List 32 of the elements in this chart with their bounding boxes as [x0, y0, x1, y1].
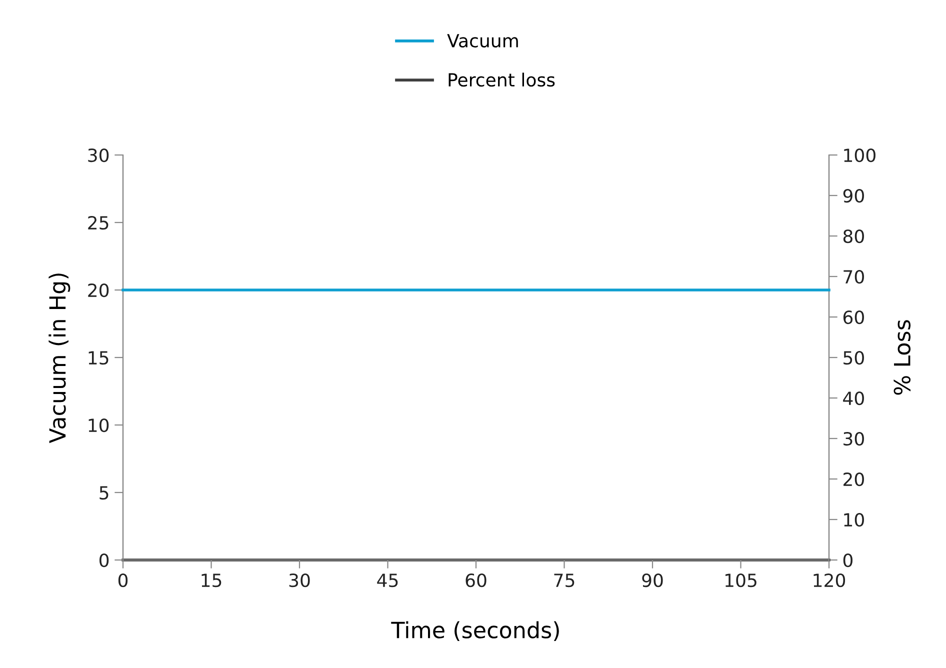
y2-tick-label: 10 — [844, 512, 864, 527]
y2-tick-label: 20 — [844, 472, 864, 486]
y2-tick-label: 60 — [843, 310, 864, 324]
y2-tick-label: 30 — [844, 432, 864, 446]
x-tick-label: 45 — [377, 574, 398, 588]
legend-label: Vacuum — [447, 34, 518, 48]
x-tick-label: 15 — [202, 574, 222, 588]
y2-axis-title: % Loss — [894, 320, 911, 395]
y2-tick-label: 0 — [843, 553, 852, 568]
y2-tick-label: 100 — [844, 148, 876, 162]
x-tick-label: 0 — [118, 574, 128, 588]
x-tick-label: 75 — [554, 574, 574, 588]
x-tick-label: 120 — [814, 574, 846, 588]
y-tick-label: 10 — [88, 418, 109, 432]
y2-tick-label: 80 — [843, 229, 864, 244]
y-tick-label: 5 — [100, 486, 108, 500]
x-tick-label: 105 — [726, 574, 756, 588]
x-tick-label: 30 — [289, 574, 310, 588]
x-tick-label: 60 — [466, 574, 486, 588]
y-tick-label: 25 — [88, 216, 108, 230]
y-axis-title: Vacuum (in Hg) — [48, 274, 70, 444]
y-tick-label: 0 — [100, 553, 109, 568]
y2-tick-label: 50 — [844, 350, 864, 365]
y-tick-label: 15 — [88, 351, 108, 365]
y2-tick-label: 70 — [844, 270, 864, 284]
y2-tick-label: 40 — [843, 391, 864, 406]
y2-tick-label: 90 — [843, 188, 864, 203]
y-tick-label: 30 — [88, 148, 109, 162]
y-tick-label: 20 — [88, 283, 109, 298]
x-axis-title: Time (seconds) — [391, 621, 559, 642]
legend-label: Percent loss — [448, 72, 555, 87]
x-tick-label: 90 — [642, 574, 663, 588]
